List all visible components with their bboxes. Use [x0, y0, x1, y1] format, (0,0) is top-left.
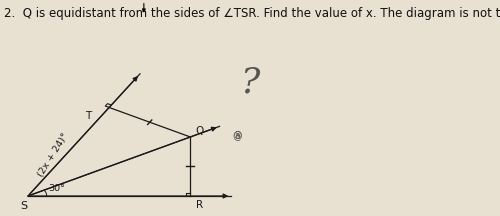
Text: S: S — [20, 201, 28, 211]
Text: @: @ — [233, 131, 242, 141]
Text: ?: ? — [240, 65, 259, 99]
Text: Q: Q — [195, 126, 203, 136]
Text: 30°: 30° — [48, 184, 66, 193]
Text: R: R — [196, 200, 203, 210]
Text: T: T — [86, 111, 91, 121]
Text: (2x + 24)°: (2x + 24)° — [36, 132, 70, 179]
Text: 2.  Q is equidistant from the sides of ∠TSR. Find the value of x. The diagram is: 2. Q is equidistant from the sides of ∠T… — [4, 7, 500, 20]
Text: ®: ® — [232, 131, 242, 141]
